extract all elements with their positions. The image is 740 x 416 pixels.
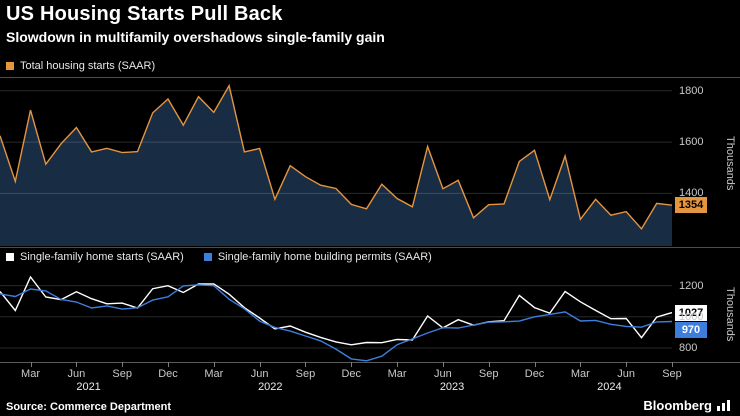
legend-bottom-chart: Single-family home starts (SAAR) Single-… — [6, 251, 446, 263]
x-axis-tick-mark — [30, 362, 32, 367]
x-axis-tick-mark — [259, 362, 261, 367]
page-title: US Housing Starts Pull Back — [6, 3, 283, 25]
x-axis-tick-mark — [626, 362, 628, 367]
y-axis-tick-label: 1200 — [679, 279, 704, 292]
x-axis-tick-mark — [672, 362, 673, 367]
legend-item-sf-starts: Single-family home starts (SAAR) — [6, 251, 184, 263]
y-axis-tick-label: 1800 — [679, 84, 704, 97]
y-axis-tick-label: 1000 — [679, 310, 704, 323]
x-axis-month-label: Sep — [112, 368, 132, 380]
x-axis-year-label: 2023 — [439, 381, 465, 393]
y-axis-label-thousands-bottom: Thousands — [724, 286, 736, 342]
legend-swatch-sf-starts — [6, 253, 14, 261]
x-axis-tick-mark — [488, 362, 490, 367]
x-axis-month-label: Sep — [295, 368, 316, 380]
value-badge-sf-permits: 970 — [675, 321, 707, 338]
legend-label-total-starts: Total housing starts (SAAR) — [20, 60, 156, 72]
x-axis-month-label: Sep — [478, 368, 499, 380]
legend-top-chart: Total housing starts (SAAR) — [6, 60, 169, 72]
x-axis-month-label: Mar — [204, 368, 224, 380]
legend-swatch-total-starts — [6, 62, 14, 70]
x-axis-month-label: Dec — [341, 368, 362, 380]
x-axis-line — [0, 362, 740, 363]
x-axis-month-label: Mar — [21, 368, 40, 380]
bloomberg-chart-icon — [717, 400, 730, 411]
x-axis-month-label: Mar — [570, 368, 590, 380]
y-axis-tick-label: 1600 — [679, 136, 704, 149]
page-subtitle: Slowdown in multifamily overshadows sing… — [6, 29, 385, 45]
x-axis-tick-mark — [351, 362, 353, 367]
x-axis-month-label: Jun — [67, 368, 86, 380]
source-note: Source: Commerce Department — [6, 401, 172, 413]
y-axis-tick-label: 800 — [679, 341, 698, 354]
x-axis-tick-mark — [76, 362, 78, 367]
x-axis-month-label: Jun — [250, 368, 269, 380]
x-axis-year-label: 2021 — [76, 381, 101, 393]
x-axis-tick-mark — [442, 362, 444, 367]
legend-item-total-starts: Total housing starts (SAAR) — [6, 60, 155, 72]
y-axis-tick-label: 1400 — [679, 187, 704, 200]
x-axis-tick-mark — [122, 362, 124, 367]
x-axis-month-label: Jun — [434, 368, 452, 380]
bloomberg-logo: Bloomberg — [643, 398, 730, 413]
x-axis-tick-mark — [580, 362, 582, 367]
x-axis-month-label: Sep — [662, 368, 682, 380]
single-family-lines-chart — [0, 275, 672, 362]
panel-divider-middle — [0, 247, 740, 248]
value-badge-sf-starts: 1027 — [675, 304, 707, 321]
legend-label-sf-permits: Single-family home building permits (SAA… — [217, 251, 432, 263]
bloomberg-logo-text: Bloomberg — [643, 398, 712, 413]
x-axis-month-label: Dec — [524, 368, 545, 380]
x-axis-year-label: 2024 — [597, 381, 622, 393]
legend-swatch-sf-permits — [203, 253, 212, 261]
legend-label-sf-starts: Single-family home starts (SAAR) — [20, 251, 184, 263]
x-axis-tick-mark — [168, 362, 169, 367]
x-axis-tick-mark — [397, 362, 399, 367]
x-axis-tick-mark — [534, 362, 536, 367]
y-axis-label-thousands-top: Thousands — [724, 135, 736, 191]
x-axis-month-label: Mar — [387, 368, 407, 380]
x-axis-tick-mark — [305, 362, 307, 367]
x-axis-month-label: Dec — [158, 368, 178, 380]
value-badge-total-starts: 1354 — [675, 197, 707, 214]
legend-item-sf-permits: Single-family home building permits (SAA… — [203, 251, 432, 263]
panel-divider-top — [0, 77, 740, 78]
x-axis-tick-mark — [213, 362, 215, 367]
x-axis-year-label: 2022 — [258, 381, 283, 393]
total-housing-starts-area-chart — [0, 83, 672, 246]
x-axis-month-label: Jun — [617, 368, 636, 380]
